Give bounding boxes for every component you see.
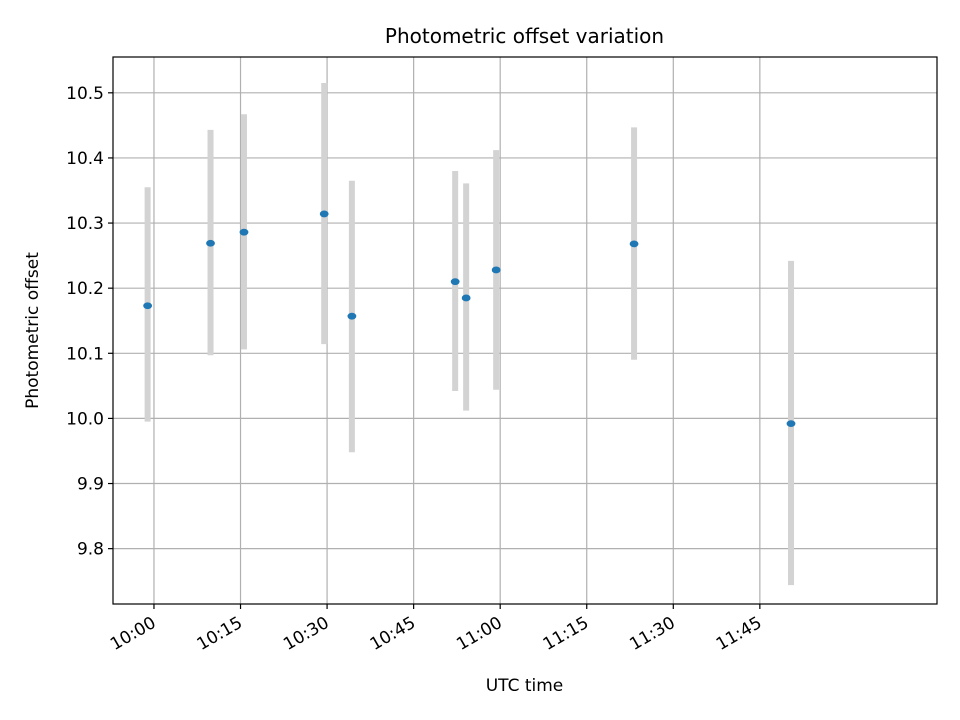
y-tick-label: 10.1 — [66, 344, 104, 364]
y-tick-label: 10.5 — [66, 84, 104, 104]
point-layer — [143, 210, 796, 428]
data-point — [239, 228, 249, 236]
chart-title: Photometric offset variation — [385, 24, 664, 48]
data-point — [461, 294, 471, 302]
data-point — [143, 302, 153, 310]
data-point — [491, 266, 501, 274]
data-point — [347, 312, 357, 320]
y-tick-label: 10.3 — [66, 214, 104, 234]
y-tick-label: 10.4 — [66, 149, 104, 169]
plot-frame — [112, 56, 938, 605]
data-point — [450, 278, 460, 286]
y-tick-label: 10.2 — [66, 279, 104, 299]
data-point — [786, 420, 796, 428]
data-point — [319, 210, 329, 218]
y-tick-label: 9.8 — [77, 540, 104, 560]
y-tick-label: 10.0 — [66, 409, 104, 429]
y-tick-label: 9.9 — [77, 475, 104, 495]
data-point — [206, 239, 215, 247]
data-point — [629, 240, 639, 248]
x-axis-label: UTC time — [486, 676, 564, 696]
y-axis-label: Photometric offset — [23, 252, 43, 409]
